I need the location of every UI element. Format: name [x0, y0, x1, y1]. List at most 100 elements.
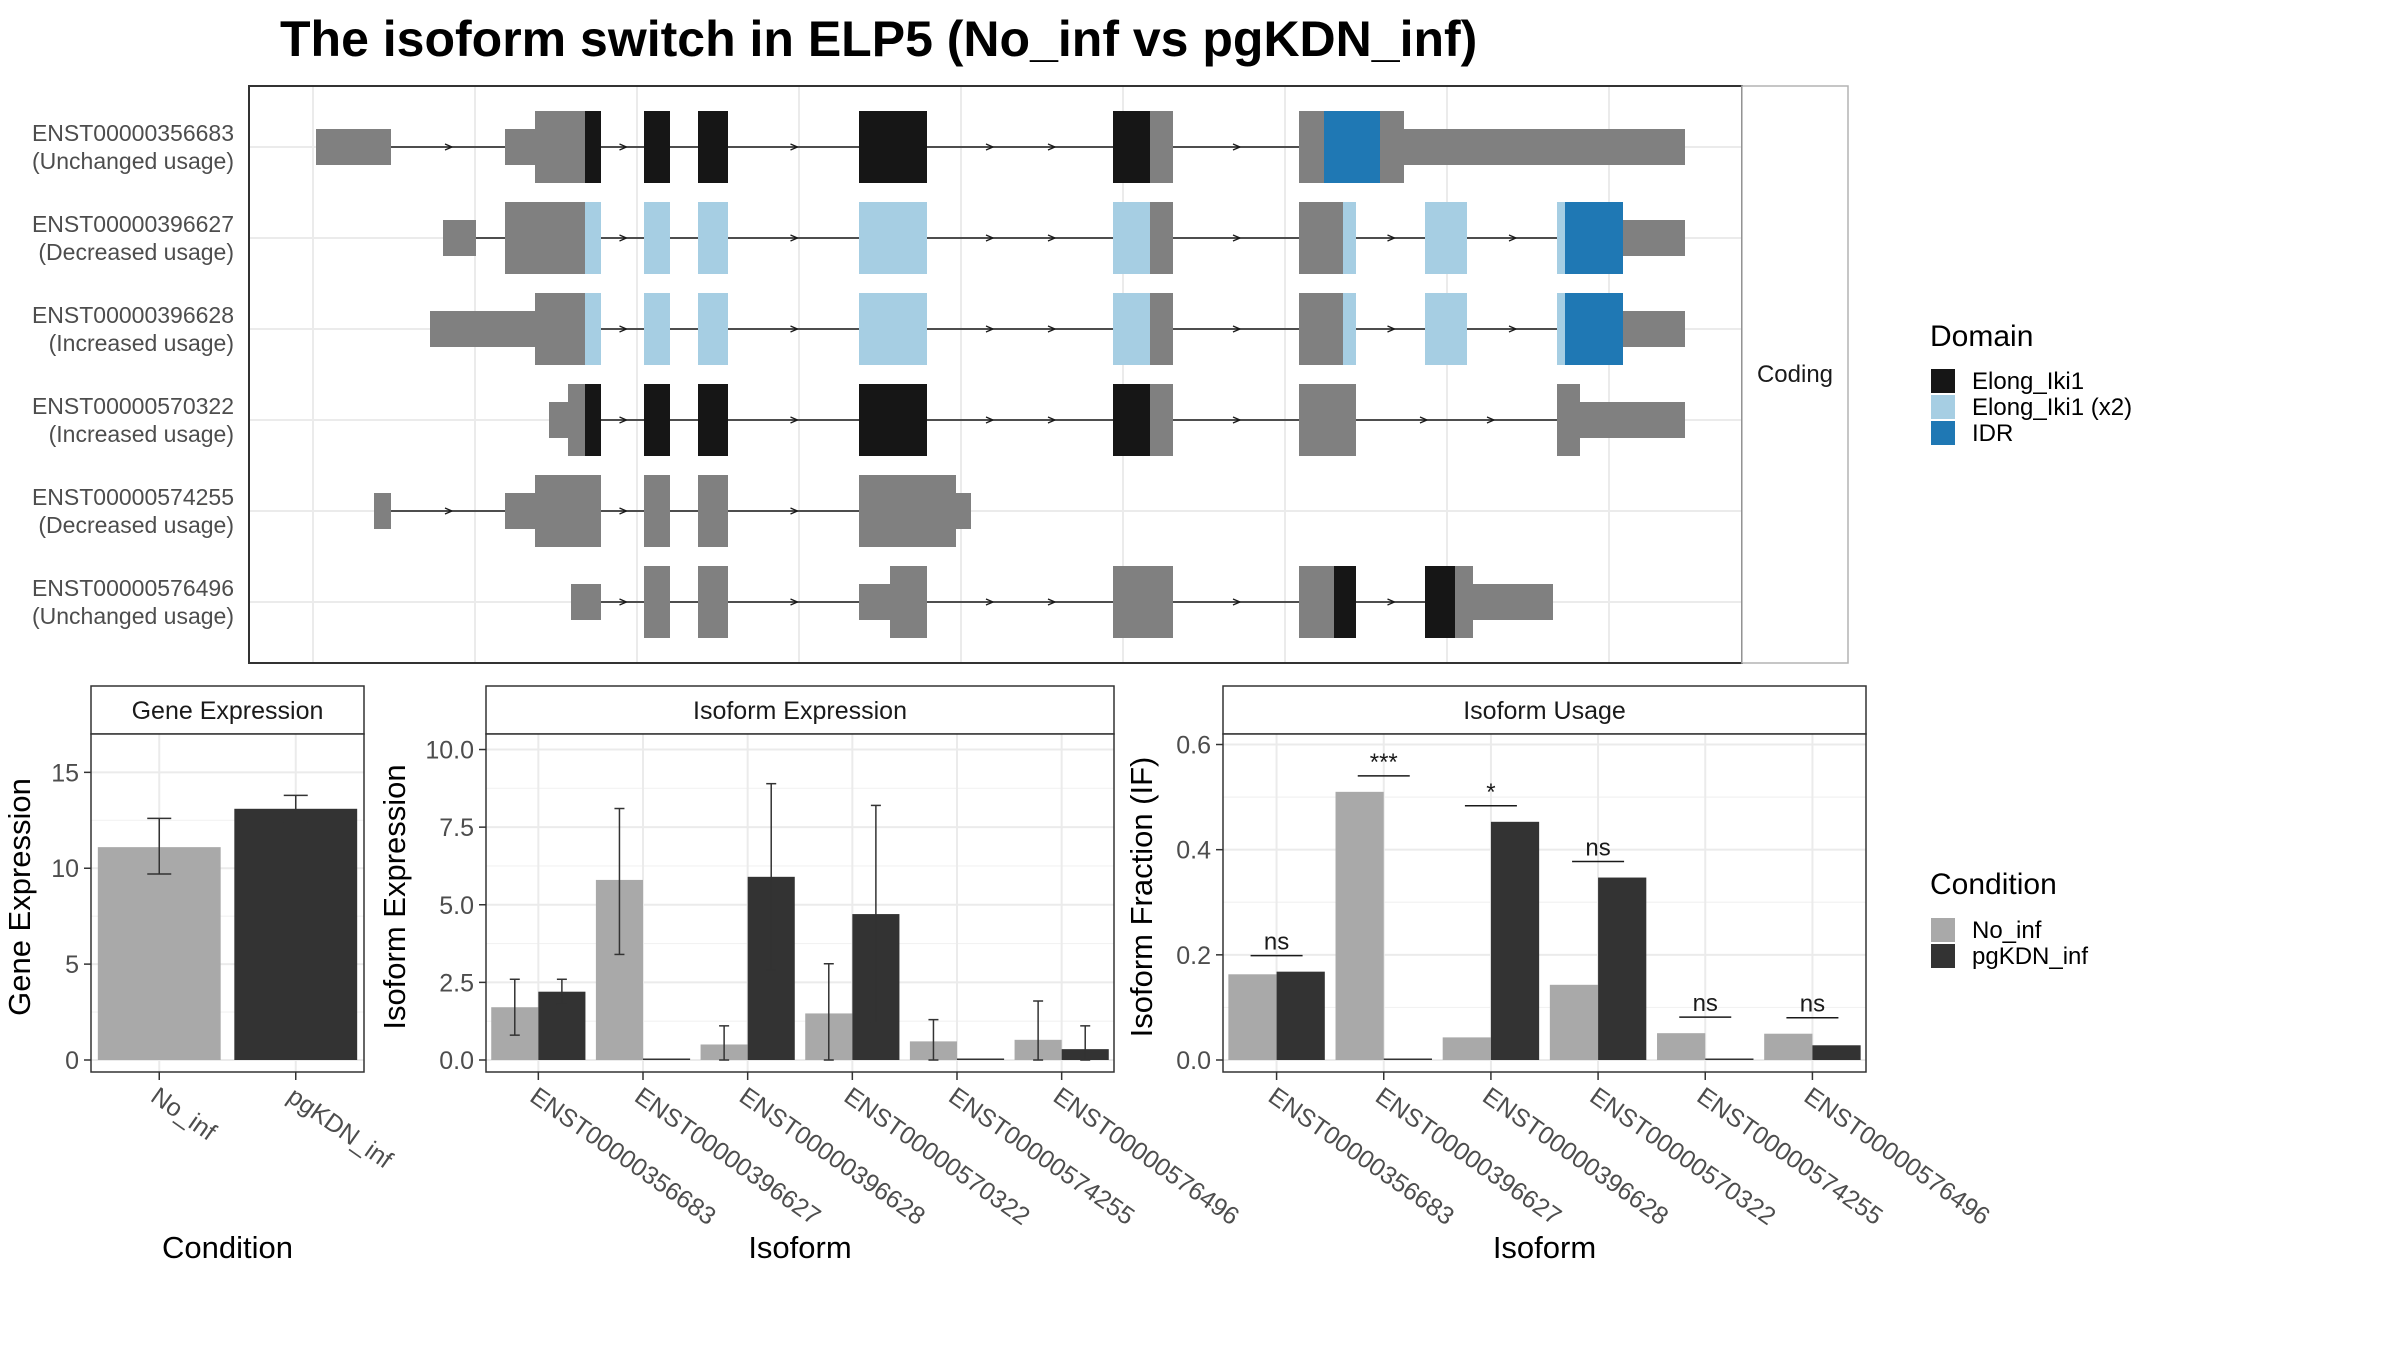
isoform-label-id: ENST00000576496 — [32, 575, 234, 601]
isoform-labels: ENST00000356683(Unchanged usage)ENST0000… — [32, 120, 234, 629]
intron-arrow-icon — [1047, 143, 1057, 151]
bar-pgKDN_inf-ENST00000576496 — [1812, 1045, 1861, 1060]
x-tick-label: ENST00000570322 — [839, 1082, 1035, 1231]
intron-arrow-icon — [1232, 325, 1242, 333]
exon-segment — [1299, 566, 1334, 638]
exon-segment — [859, 293, 927, 365]
exon-segment — [1150, 202, 1173, 274]
isoform-label-id: ENST00000570322 — [32, 393, 234, 419]
y-tick-label: 5 — [65, 951, 79, 979]
x-tick-label: ENST00000576496 — [1048, 1082, 1244, 1231]
exon-segment — [1623, 220, 1685, 256]
domain-legend-title: Domain — [1930, 320, 2033, 353]
exon-segment — [443, 220, 476, 256]
exon-segment — [1343, 202, 1356, 274]
exon-segment — [1113, 202, 1150, 274]
exon-segment — [1557, 293, 1565, 365]
exon-segment — [956, 493, 971, 529]
exon-segment — [698, 475, 728, 547]
bar-No_inf-ENST00000574255 — [1657, 1033, 1706, 1060]
y-axis-title: Isoform Expression — [377, 764, 412, 1029]
intron-arrow-icon — [790, 416, 800, 424]
isoform-label-id: ENST00000356683 — [32, 120, 234, 146]
significance-label: *** — [1370, 749, 1398, 776]
intron-arrow-icon — [985, 143, 995, 151]
x-tick-label: ENST00000396628 — [1477, 1082, 1673, 1231]
exon-segment — [1565, 293, 1623, 365]
x-axis-title: Condition — [162, 1230, 293, 1265]
exon-segment — [1425, 566, 1455, 638]
exon-segment — [505, 202, 535, 274]
y-tick-label: 0.4 — [1176, 837, 1211, 865]
condition-legend-label: No_inf — [1972, 917, 2042, 944]
intron-arrow-icon — [619, 598, 629, 606]
isoform-label-usage: (Decreased usage) — [38, 512, 234, 538]
isoform-label-usage: (Decreased usage) — [38, 239, 234, 265]
significance-label: ns — [1800, 991, 1825, 1018]
bar-pgKDN_inf-ENST00000574255 — [1705, 1058, 1754, 1060]
exon-segment — [1580, 402, 1685, 438]
exon-segment — [1455, 566, 1473, 638]
intron-arrow-icon — [619, 143, 629, 151]
domain-legend-key — [1931, 395, 1955, 419]
bar-pgKDN_inf-ENST00000396627 — [643, 1058, 691, 1060]
x-tick-label: ENST00000356683 — [525, 1082, 721, 1231]
exon-segment — [535, 111, 585, 183]
y-tick-label: 0 — [65, 1047, 79, 1075]
exon-segment — [535, 202, 585, 274]
bar-No_inf — [97, 847, 221, 1060]
x-axis-title: Isoform — [1493, 1230, 1596, 1265]
isoform-label-id: ENST00000574255 — [32, 484, 234, 510]
intron-arrow-icon — [1047, 598, 1057, 606]
exon-segment — [644, 293, 670, 365]
intron-arrow-icon — [985, 416, 995, 424]
y-tick-label: 0.0 — [1176, 1047, 1211, 1075]
significance-label: ns — [1264, 929, 1289, 956]
domain-legend-label: Elong_Iki1 (x2) — [1972, 394, 2132, 421]
exon-segment — [859, 584, 890, 620]
exon-segment — [1113, 566, 1173, 638]
exon-segment — [644, 202, 670, 274]
intron-arrow-icon — [444, 143, 454, 151]
intron-arrow-icon — [1232, 234, 1242, 242]
exon-segment — [698, 111, 728, 183]
panel-strip-title: Isoform Expression — [693, 697, 907, 725]
y-tick-label: 10.0 — [425, 737, 474, 765]
exon-segment — [644, 111, 670, 183]
structure-panel-background — [248, 85, 1743, 664]
panel-strip — [485, 685, 1115, 735]
exon-segment — [549, 402, 568, 438]
exon-segment — [571, 584, 601, 620]
panel-strip — [1222, 685, 1867, 735]
y-axis-title: Gene Expression — [2, 778, 37, 1016]
bar-pgKDN_inf-ENST00000570322 — [1598, 877, 1647, 1060]
exon-segment — [698, 202, 728, 274]
intron-arrow-icon — [1387, 234, 1397, 242]
condition-legend-key — [1931, 944, 1955, 968]
plot-border — [1222, 733, 1867, 1073]
exon-segment — [430, 311, 535, 347]
intron-arrow-icon — [1232, 143, 1242, 151]
plot-background — [1223, 734, 1866, 1072]
exon-segment — [1404, 129, 1685, 165]
intron-arrow-icon — [790, 234, 800, 242]
panel-strip — [90, 685, 365, 735]
exon-segment — [1343, 293, 1356, 365]
exon-segment — [1113, 111, 1150, 183]
intron-arrow-icon — [790, 143, 800, 151]
bar-No_inf-ENST00000576496 — [1764, 1033, 1813, 1060]
intron-arrow-icon — [1486, 416, 1496, 424]
exon-segment — [1299, 111, 1324, 183]
condition-legend-key — [1931, 918, 1955, 942]
isoform-label-id: ENST00000396628 — [32, 302, 234, 328]
intron-arrow-icon — [1387, 598, 1397, 606]
exon-segment — [644, 566, 670, 638]
intron-arrow-icon — [1047, 234, 1057, 242]
structure-strip-label: Coding — [1757, 361, 1833, 388]
x-tick-label: ENST00000574255 — [944, 1082, 1140, 1231]
intron-arrow-icon — [1387, 325, 1397, 333]
bar-No_inf-ENST00000396627 — [1335, 791, 1384, 1060]
exon-segment — [1299, 293, 1343, 365]
domain-legend-label: IDR — [1972, 420, 2013, 447]
